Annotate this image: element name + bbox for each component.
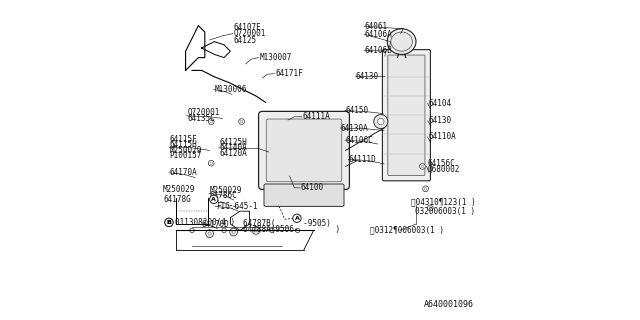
Text: FIG.645-1: FIG.645-1 xyxy=(216,202,258,211)
Text: 64130A: 64130A xyxy=(340,124,369,132)
Circle shape xyxy=(232,230,236,234)
Circle shape xyxy=(210,162,212,164)
Text: 64788A(9506-        ): 64788A(9506- ) xyxy=(243,225,340,234)
Circle shape xyxy=(374,115,388,129)
Text: 64107E: 64107E xyxy=(234,23,261,32)
Text: Q720001: Q720001 xyxy=(187,108,220,116)
Circle shape xyxy=(421,165,424,168)
Text: M250029: M250029 xyxy=(210,186,242,195)
Text: 64110A: 64110A xyxy=(428,132,456,141)
Text: M250029: M250029 xyxy=(163,185,195,194)
Text: 64100: 64100 xyxy=(301,183,324,192)
Circle shape xyxy=(210,120,212,123)
Text: 64111D: 64111D xyxy=(349,155,376,164)
Circle shape xyxy=(189,228,195,233)
Text: 64170A: 64170A xyxy=(170,168,197,177)
Text: 64171F: 64171F xyxy=(275,69,303,78)
Text: Ⓞ0312¶006003(1 ): Ⓞ0312¶006003(1 ) xyxy=(370,225,444,234)
Circle shape xyxy=(222,228,227,233)
Circle shape xyxy=(240,120,243,123)
Circle shape xyxy=(255,229,258,232)
Text: 64125: 64125 xyxy=(234,36,257,44)
Text: Q680002: Q680002 xyxy=(428,164,460,173)
FancyBboxPatch shape xyxy=(383,50,430,181)
Text: 64111A: 64111A xyxy=(302,112,330,121)
Text: M130006: M130006 xyxy=(214,85,247,94)
Circle shape xyxy=(270,228,275,233)
Text: 64130: 64130 xyxy=(428,116,451,125)
Text: P100157: P100157 xyxy=(170,151,202,160)
Circle shape xyxy=(378,118,384,125)
FancyBboxPatch shape xyxy=(264,184,344,206)
Circle shape xyxy=(296,228,300,233)
Circle shape xyxy=(209,160,214,166)
Text: A640001096: A640001096 xyxy=(424,300,474,309)
Text: 64125H: 64125H xyxy=(219,138,247,147)
Text: 64061: 64061 xyxy=(365,22,388,31)
Text: A: A xyxy=(294,216,300,221)
Circle shape xyxy=(239,119,244,124)
Text: 64178G: 64178G xyxy=(163,195,191,204)
Circle shape xyxy=(429,207,431,209)
Text: 64115F: 64115F xyxy=(170,135,197,144)
Text: 64786C: 64786C xyxy=(210,191,237,200)
Text: 64106C: 64106C xyxy=(346,136,373,145)
FancyBboxPatch shape xyxy=(259,111,349,189)
Text: 64170D: 64170D xyxy=(202,220,229,229)
Circle shape xyxy=(292,214,301,222)
Circle shape xyxy=(422,186,429,192)
Circle shape xyxy=(165,218,173,227)
Circle shape xyxy=(165,218,173,227)
Text: 64787B(      -9505): 64787B( -9505) xyxy=(243,219,331,228)
Circle shape xyxy=(209,119,214,124)
Ellipse shape xyxy=(391,32,412,51)
Ellipse shape xyxy=(387,29,416,54)
Text: A: A xyxy=(211,197,216,202)
Circle shape xyxy=(428,205,433,211)
Text: 64106B: 64106B xyxy=(365,46,392,55)
Circle shape xyxy=(210,195,218,204)
Text: 64104: 64104 xyxy=(428,99,451,108)
Text: 64106A: 64106A xyxy=(365,30,392,39)
Text: M130007: M130007 xyxy=(259,53,292,62)
FancyBboxPatch shape xyxy=(266,119,342,182)
Circle shape xyxy=(424,188,427,190)
Text: B: B xyxy=(166,220,172,225)
Circle shape xyxy=(420,164,425,169)
Text: 64115H: 64115H xyxy=(170,140,197,149)
Text: 64156C: 64156C xyxy=(428,159,455,168)
Text: 032006003(1 ): 032006003(1 ) xyxy=(415,207,476,216)
Text: 64140A: 64140A xyxy=(219,143,247,152)
Text: 64120A: 64120A xyxy=(219,149,247,158)
Circle shape xyxy=(252,227,260,234)
Text: B: B xyxy=(166,220,172,225)
Text: 011308200(4 ): 011308200(4 ) xyxy=(175,218,235,227)
Text: M250029: M250029 xyxy=(170,146,202,155)
Text: Q720001: Q720001 xyxy=(234,29,266,38)
Text: 64135C: 64135C xyxy=(187,114,215,123)
Text: Ⓟ04310¶123(1 ): Ⓟ04310¶123(1 ) xyxy=(411,197,476,206)
Text: 64150: 64150 xyxy=(346,106,369,115)
Circle shape xyxy=(230,228,237,236)
Circle shape xyxy=(208,232,211,235)
FancyBboxPatch shape xyxy=(388,55,425,175)
Text: 64130: 64130 xyxy=(355,72,378,81)
Circle shape xyxy=(206,230,214,237)
